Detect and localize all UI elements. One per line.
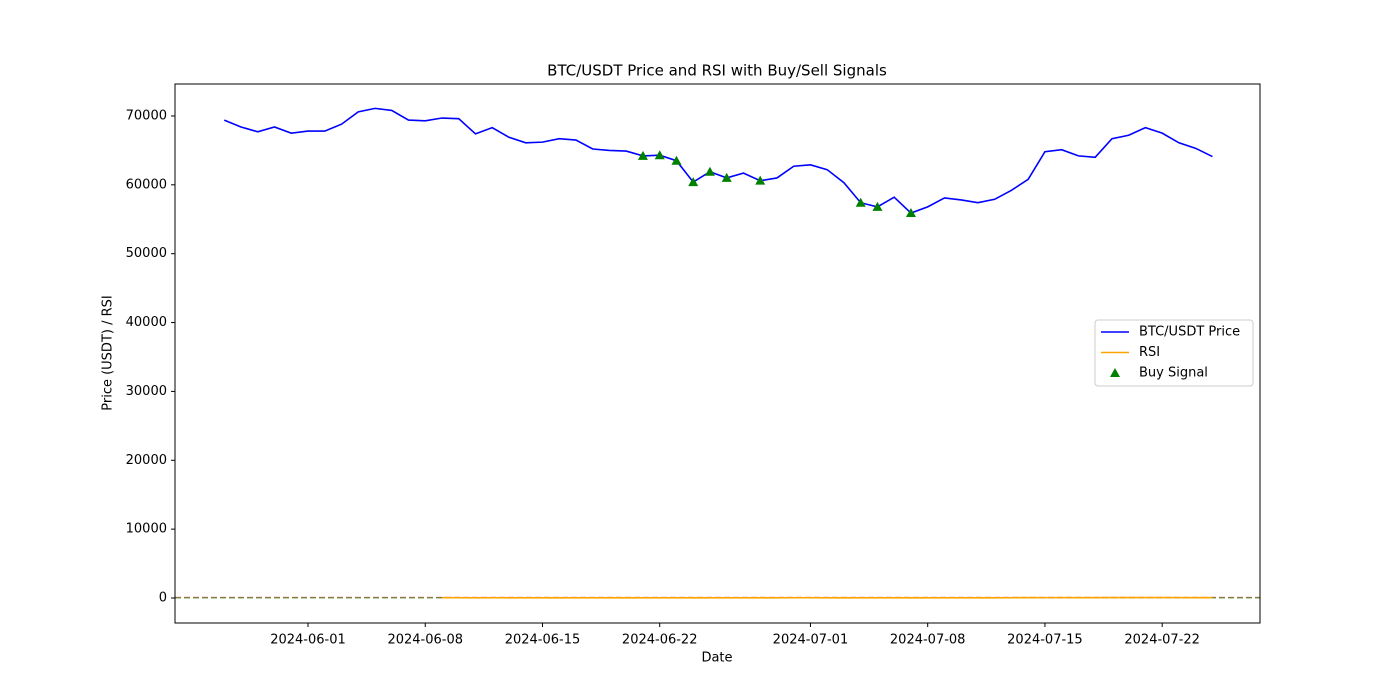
chart-title: BTC/USDT Price and RSI with Buy/Sell Sig…	[547, 62, 887, 80]
x-tick-label: 2024-07-15	[1007, 633, 1083, 648]
buy-marker	[688, 177, 699, 187]
x-tick-label: 2024-06-08	[387, 633, 463, 648]
x-axis-label: Date	[701, 651, 732, 666]
buy-marker	[872, 201, 883, 211]
y-tick-label: 0	[159, 591, 167, 606]
x-tick-label: 2024-06-15	[505, 633, 581, 648]
x-tick-label: 2024-07-08	[890, 633, 966, 648]
y-tick-label: 10000	[126, 522, 167, 537]
y-tick-label: 60000	[126, 177, 167, 192]
y-axis-label: Price (USDT) / RSI	[101, 295, 116, 410]
buy-marker	[755, 175, 766, 185]
y-tick-label: 20000	[126, 453, 167, 468]
buy-marker	[855, 197, 866, 207]
y-tick-label: 40000	[126, 315, 167, 330]
legend-box	[1094, 319, 1254, 387]
y-tick-label: 50000	[126, 246, 167, 261]
legend-marker	[1110, 368, 1120, 377]
legend-label: Buy Signal	[1139, 366, 1208, 381]
x-tick-label: 2024-06-01	[270, 633, 346, 648]
x-tick-label: 2024-07-01	[773, 633, 849, 648]
legend-label: BTC/USDT Price	[1139, 325, 1240, 340]
buy-marker	[704, 166, 715, 176]
y-tick-label: 70000	[126, 108, 167, 123]
buy-marker	[905, 208, 916, 218]
y-tick-label: 30000	[126, 384, 167, 399]
legend: BTC/USDT Price RSI Buy Signal	[1094, 319, 1254, 387]
buy-marker	[654, 150, 665, 160]
plot-frame	[174, 83, 1261, 624]
legend-label: RSI	[1139, 345, 1160, 360]
buy-marker	[671, 155, 682, 165]
x-tick-label: 2024-06-22	[622, 633, 698, 648]
x-tick-label: 2024-07-22	[1124, 633, 1200, 648]
buy-marker	[637, 150, 648, 160]
buy-marker	[721, 172, 732, 182]
line-series	[223, 107, 1213, 214]
